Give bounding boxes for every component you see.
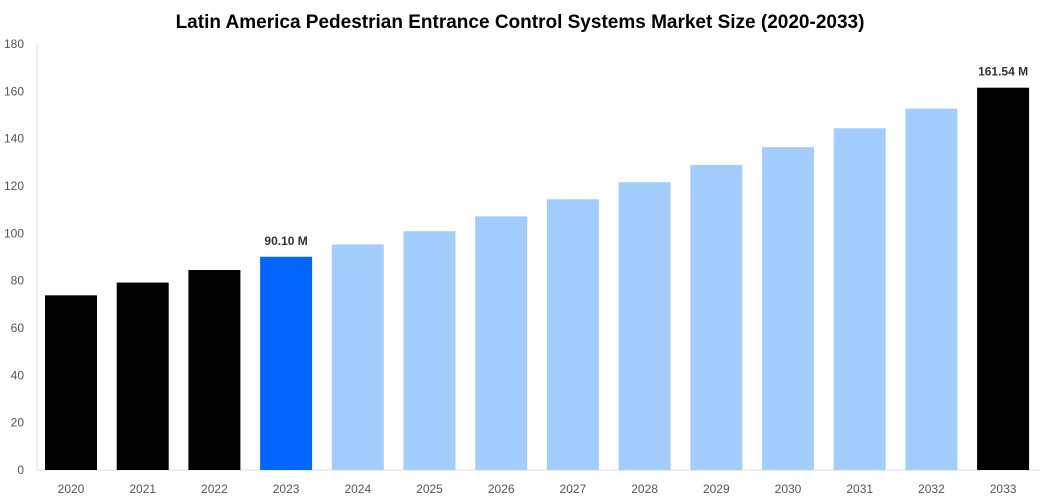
- chart-title: Latin America Pedestrian Entrance Contro…: [176, 12, 865, 33]
- x-tick-label: 2028: [631, 482, 658, 496]
- x-tick-label: 2027: [560, 482, 587, 496]
- x-tick-label: 2030: [775, 482, 802, 496]
- x-tick-label: 2025: [416, 482, 443, 496]
- y-tick-label: 60: [11, 321, 25, 335]
- bar-2032: [905, 108, 958, 471]
- bar-2026: [475, 216, 528, 470]
- y-tick-label: 140: [4, 132, 24, 146]
- y-tick-label: 160: [4, 84, 24, 98]
- y-tick-label: 80: [11, 274, 25, 288]
- bar-2028: [618, 182, 671, 471]
- bar-2025: [403, 231, 456, 470]
- x-tick-label: 2033: [990, 482, 1017, 496]
- bar-2023: [260, 256, 313, 470]
- bar-2033: [977, 87, 1030, 471]
- y-tick-label: 180: [4, 37, 24, 51]
- bar-2024: [331, 244, 384, 470]
- y-tick-label: 20: [11, 416, 25, 430]
- bar-2027: [546, 199, 599, 470]
- bar-2022: [188, 270, 241, 470]
- data-label: 90.10 M: [264, 234, 307, 248]
- bar-2031: [833, 128, 886, 470]
- y-tick-label: 120: [4, 179, 24, 193]
- x-tick-label: 2026: [488, 482, 515, 496]
- x-tick-label: 2029: [703, 482, 730, 496]
- bar-2030: [762, 147, 814, 471]
- y-tick-label: 100: [4, 226, 24, 240]
- x-tick-label: 2032: [918, 482, 945, 496]
- data-label: 161.54 M: [978, 65, 1028, 79]
- x-tick-label: 2020: [58, 482, 85, 496]
- bar-2020: [45, 295, 97, 470]
- y-tick-label: 0: [17, 463, 24, 477]
- x-tick-label: 2021: [129, 482, 156, 496]
- bar-2021: [116, 282, 169, 470]
- y-tick-label: 40: [11, 368, 25, 382]
- bar-2029: [690, 164, 743, 471]
- x-tick-label: 2023: [273, 482, 300, 496]
- x-tick-label: 2031: [846, 482, 873, 496]
- x-tick-label: 2022: [201, 482, 228, 496]
- x-tick-label: 2024: [344, 482, 371, 496]
